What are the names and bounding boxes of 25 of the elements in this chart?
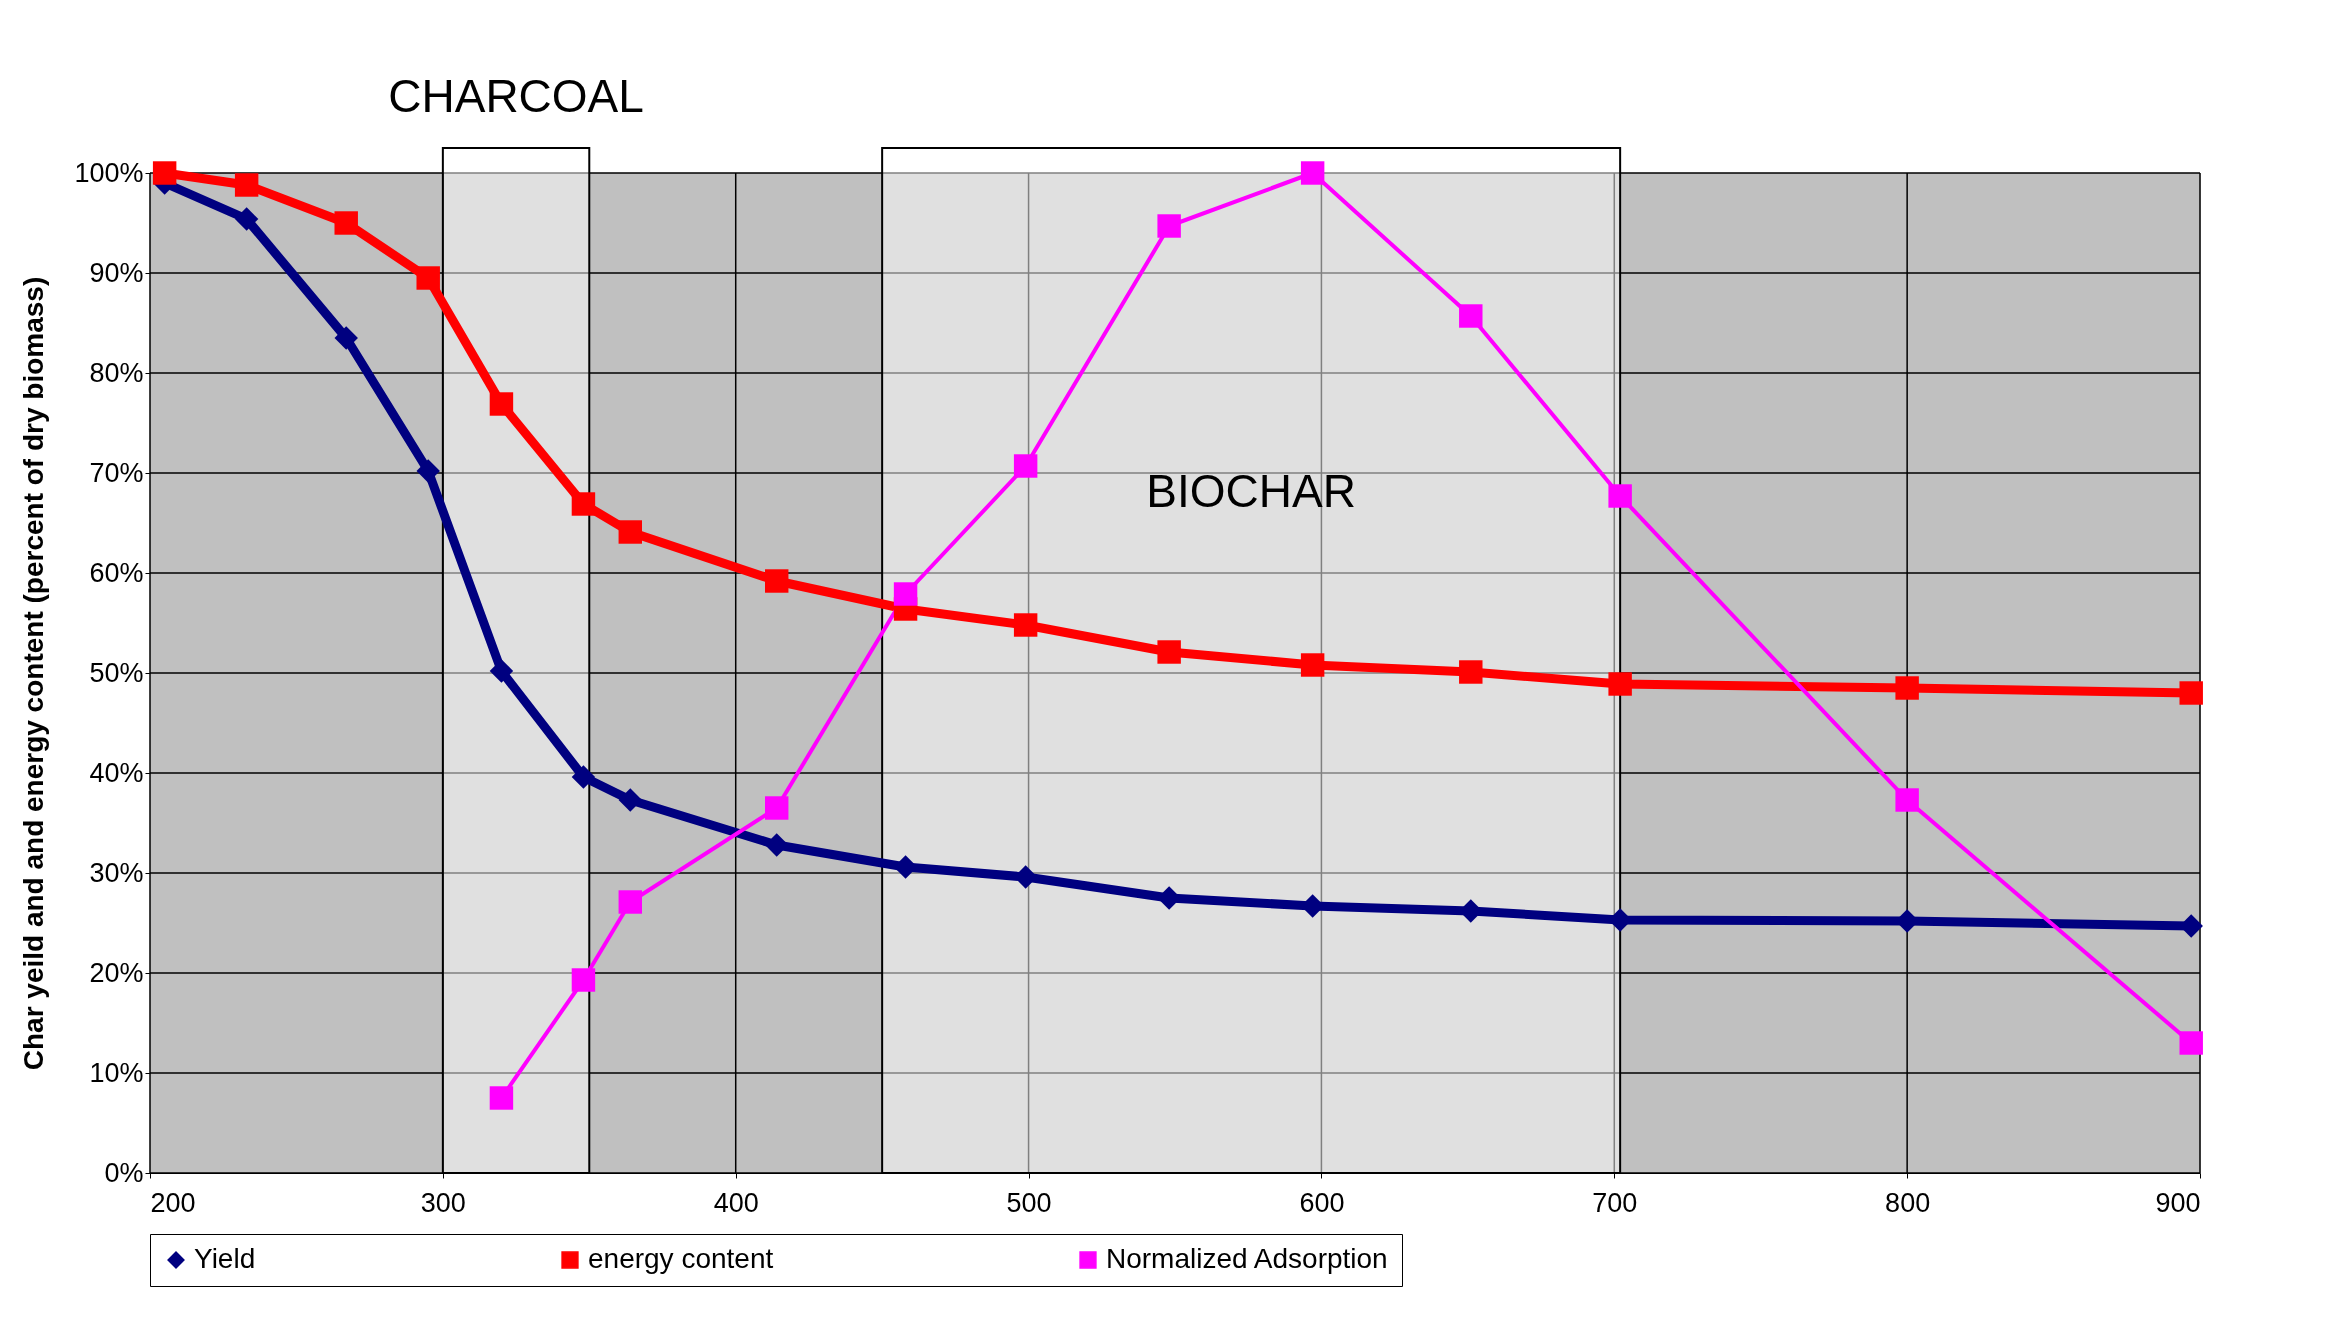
x-tick-label: 200 [150,1187,196,1218]
y-tick-label: 100% [74,157,144,188]
y-tick-label: 90% [89,257,144,288]
x-tick-label: 800 [1885,1187,1931,1218]
legend-label: Yield [194,1243,256,1274]
y-axis-title: Char yeild and and energy content (percent of dry biomass) [18,276,50,1071]
y-tick-label: 60% [89,557,144,588]
x-tick-label: 300 [420,1187,466,1218]
y-tick-label: 30% [89,857,144,888]
y-tick-label: 0% [104,1157,144,1188]
x-tick-label: 700 [1592,1187,1638,1218]
x-tick-label: 400 [713,1187,759,1218]
x-tick-label: 600 [1299,1187,1345,1218]
x-tick-label: 500 [1006,1187,1052,1218]
y-tick-label: 50% [89,657,144,688]
y-tick-label: 10% [89,1057,144,1088]
legend-label: Normalized Adsorption [1106,1243,1388,1274]
y-tick-label: 80% [89,357,144,388]
y-tick-label: 40% [89,757,144,788]
band-label: CHARCOAL [388,70,644,122]
x-tick-label: 900 [2155,1187,2201,1218]
y-tick-label: 20% [89,957,144,988]
legend-label: energy content [588,1243,774,1274]
y-tick-label: 70% [89,457,144,488]
band-label: BIOCHAR [1146,465,1356,517]
